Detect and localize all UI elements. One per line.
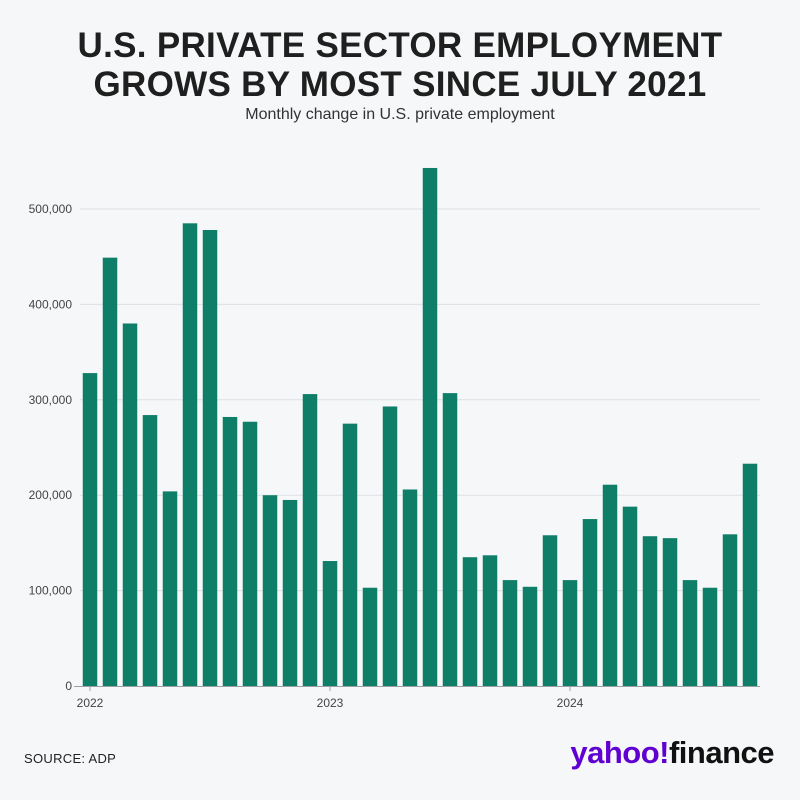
bar bbox=[282, 499, 298, 686]
bar bbox=[602, 484, 618, 686]
bar bbox=[502, 580, 518, 686]
bar bbox=[622, 506, 638, 686]
chart-title: U.S. PRIVATE SECTOR EMPLOYMENT GROWS BY … bbox=[0, 26, 800, 104]
bar bbox=[402, 489, 418, 686]
bar bbox=[182, 223, 198, 686]
bar bbox=[722, 534, 738, 686]
bar bbox=[562, 580, 578, 686]
logo-yahoo: yahoo! bbox=[570, 735, 669, 770]
y-tick-label: 0 bbox=[65, 679, 72, 693]
bar bbox=[542, 535, 558, 686]
y-tick-label: 300,000 bbox=[29, 393, 73, 407]
bar bbox=[122, 323, 138, 686]
bar bbox=[222, 416, 238, 686]
bar bbox=[422, 167, 438, 686]
bar bbox=[362, 587, 378, 686]
bar bbox=[82, 373, 98, 686]
bar bbox=[642, 536, 658, 686]
title-line-2: GROWS BY MOST SINCE JULY 2021 bbox=[93, 65, 707, 104]
y-tick-label: 200,000 bbox=[29, 488, 73, 502]
logo-finance: finance bbox=[668, 735, 775, 770]
chart-subtitle: Monthly change in U.S. private employmen… bbox=[245, 106, 555, 123]
bar bbox=[582, 519, 598, 686]
x-tick-label: 2022 bbox=[77, 696, 104, 710]
bar bbox=[202, 229, 218, 686]
bar bbox=[322, 561, 338, 686]
source-note: SOURCE: ADP bbox=[24, 751, 117, 766]
bar bbox=[662, 538, 678, 686]
y-tick-label: 500,000 bbox=[29, 202, 73, 216]
bar bbox=[442, 393, 458, 686]
bar bbox=[382, 406, 398, 686]
bar bbox=[142, 415, 158, 686]
bar bbox=[682, 580, 698, 686]
title-line-1: U.S. PRIVATE SECTOR EMPLOYMENT bbox=[77, 26, 723, 65]
bar bbox=[262, 495, 278, 686]
bar bbox=[702, 587, 718, 686]
bar bbox=[162, 491, 178, 686]
bar bbox=[242, 421, 258, 686]
y-tick-label: 100,000 bbox=[29, 584, 73, 598]
x-tick-label: 2024 bbox=[557, 696, 584, 710]
bar bbox=[522, 586, 538, 686]
yahoo-finance-logo: yahoo!finance bbox=[570, 735, 774, 771]
y-tick-label: 400,000 bbox=[29, 297, 73, 311]
bar bbox=[742, 463, 758, 686]
x-tick-label: 2023 bbox=[317, 696, 344, 710]
bar bbox=[482, 555, 498, 686]
bar bbox=[302, 394, 318, 686]
bar bbox=[102, 257, 118, 686]
bar bbox=[342, 423, 358, 686]
bar bbox=[462, 557, 478, 686]
